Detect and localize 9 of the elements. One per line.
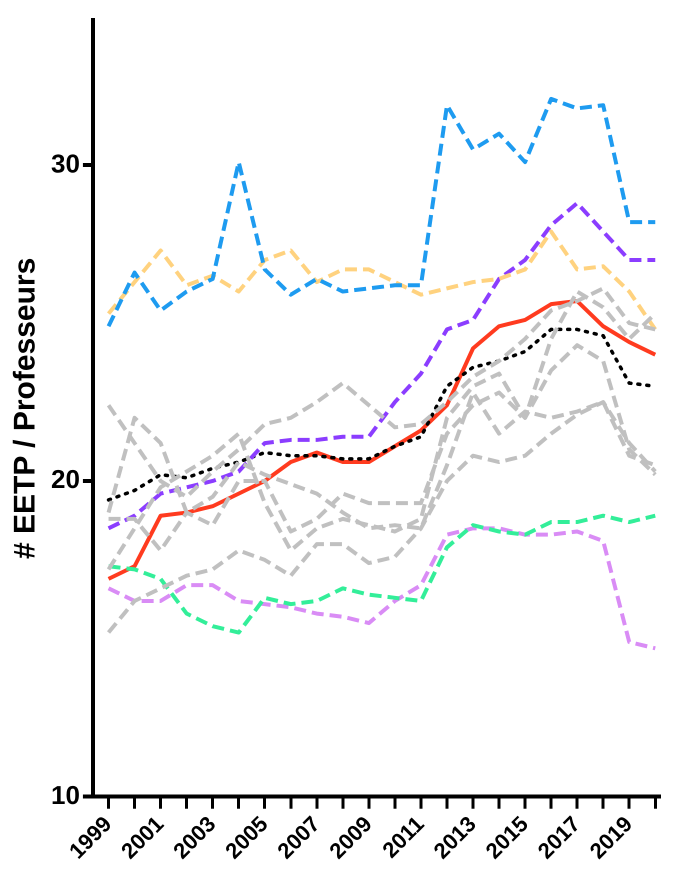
line-series [106, 526, 658, 650]
line-series [106, 201, 658, 530]
line-series [106, 514, 658, 635]
line-series [106, 96, 658, 328]
y-axis-title: # EETP / Professeurs [8, 258, 42, 559]
y-tick-label: 20 [51, 464, 80, 494]
line-series [106, 230, 658, 332]
y-tick-label: 30 [51, 148, 80, 178]
y-tick-label: 10 [51, 780, 80, 810]
